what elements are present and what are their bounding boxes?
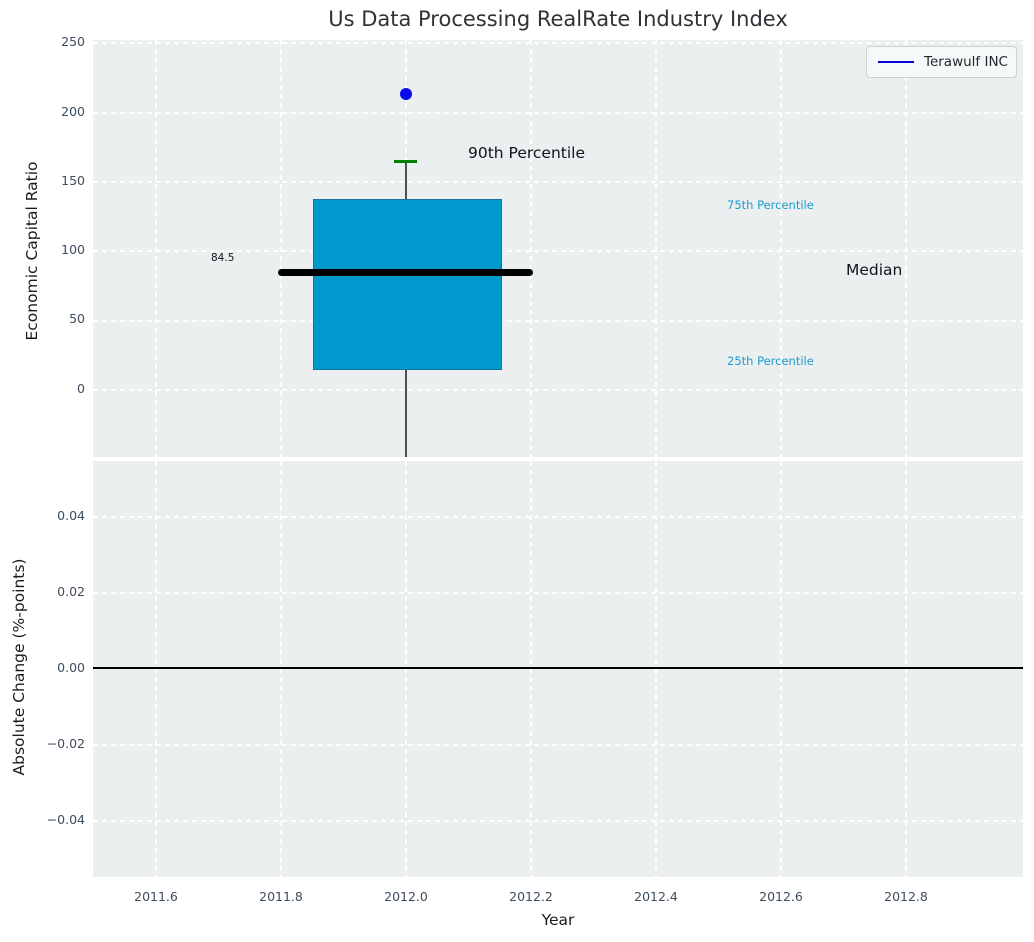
ytick-label: 250	[61, 34, 85, 49]
p75-annotation: 75th Percentile	[727, 198, 814, 212]
p90-annotation: 90th Percentile	[468, 144, 586, 162]
gridline-horizontal	[93, 250, 1023, 252]
ytick-label: 50	[69, 311, 85, 326]
gridline-horizontal	[93, 181, 1023, 183]
gridline-horizontal	[93, 820, 1023, 822]
gridline-vertical	[780, 40, 782, 457]
ytick-label: 0.00	[57, 660, 85, 675]
gridline-horizontal	[93, 389, 1023, 391]
gridline-vertical	[155, 40, 157, 457]
gridline-vertical	[530, 461, 532, 877]
xtick-label: 2011.8	[259, 889, 303, 904]
xtick-label: 2012.0	[384, 889, 428, 904]
gridline-vertical	[155, 461, 157, 877]
ytick-label: 0.02	[57, 584, 85, 599]
median-value-label: 84.5	[211, 252, 235, 264]
top-y-axis-label: Economic Capital Ratio	[23, 161, 41, 341]
interquartile-box	[313, 199, 502, 370]
ytick-label: 200	[61, 104, 85, 119]
p25-annotation: 25th Percentile	[727, 354, 814, 368]
p90-whisker-cap	[394, 159, 417, 163]
xtick-label: 2011.6	[134, 889, 178, 904]
median-line	[278, 268, 533, 276]
top-axes: 84.5 90th Percentile 75th Percentile Med…	[93, 40, 1023, 457]
gridline-vertical	[280, 40, 282, 457]
xtick-label: 2012.2	[509, 889, 553, 904]
gridline-horizontal	[93, 744, 1023, 746]
gridline-vertical	[905, 461, 907, 877]
median-annotation: Median	[846, 261, 903, 279]
chart-title: Us Data Processing RealRate Industry Ind…	[328, 7, 788, 31]
ytick-label: −0.02	[46, 736, 85, 751]
whisker-lower-line	[405, 370, 407, 457]
gridline-vertical	[530, 40, 532, 457]
gridline-horizontal	[93, 320, 1023, 322]
terawulf-data-point	[400, 88, 412, 100]
gridline-vertical	[280, 461, 282, 877]
gridline-horizontal	[93, 592, 1023, 594]
zero-reference-line	[93, 667, 1023, 669]
ytick-label: 100	[61, 242, 85, 257]
legend-label: Terawulf INC	[924, 54, 1008, 70]
x-axis-label: Year	[541, 911, 575, 929]
ytick-label: 150	[61, 173, 85, 188]
ytick-label: 0.04	[57, 508, 85, 523]
gridline-vertical	[405, 461, 407, 877]
bottom-axes	[93, 461, 1023, 877]
xtick-label: 2012.4	[634, 889, 678, 904]
gridline-horizontal	[93, 42, 1023, 44]
gridline-vertical	[905, 40, 907, 457]
ytick-label: −0.04	[46, 812, 85, 827]
legend: Terawulf INC	[866, 46, 1017, 78]
whisker-upper-line	[405, 161, 407, 199]
xtick-label: 2012.6	[759, 889, 803, 904]
gridline-vertical	[780, 461, 782, 877]
ytick-label: 0	[77, 381, 85, 396]
gridline-vertical	[655, 40, 657, 457]
gridline-horizontal	[93, 112, 1023, 114]
gridline-horizontal	[93, 516, 1023, 518]
gridline-vertical	[655, 461, 657, 877]
xtick-label: 2012.8	[884, 889, 928, 904]
bottom-y-axis-label: Absolute Change (%-points)	[10, 558, 28, 776]
legend-line-icon	[878, 61, 914, 63]
